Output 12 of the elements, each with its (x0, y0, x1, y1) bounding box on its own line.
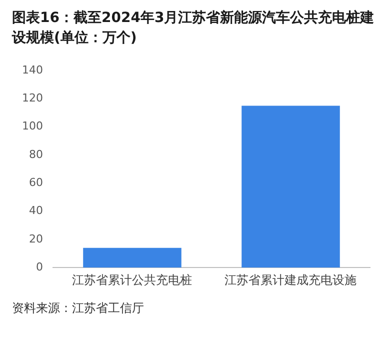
y-tick-label: 40 (28, 204, 43, 218)
y-tick-label: 80 (28, 148, 43, 161)
text: 资料来源：江苏省工信厅 (11, 300, 145, 317)
chart-title: 图表16：截至2024年3月江苏省新能源汽车公共充电桩建设规模(单位：万个) (10, 8, 376, 48)
y-tick-label: 0 (36, 260, 43, 274)
y-tick-label: 100 (22, 120, 43, 133)
x-tick-label: 江苏省累计建成充电设施 (224, 272, 357, 287)
y-tick-label: 140 (22, 63, 43, 76)
x-tick-label: 江苏省累计公共充电桩 (72, 272, 192, 287)
y-tick-label: 60 (28, 176, 43, 190)
y-tick-label: 20 (28, 232, 43, 246)
y-tick-label: 120 (22, 92, 43, 105)
